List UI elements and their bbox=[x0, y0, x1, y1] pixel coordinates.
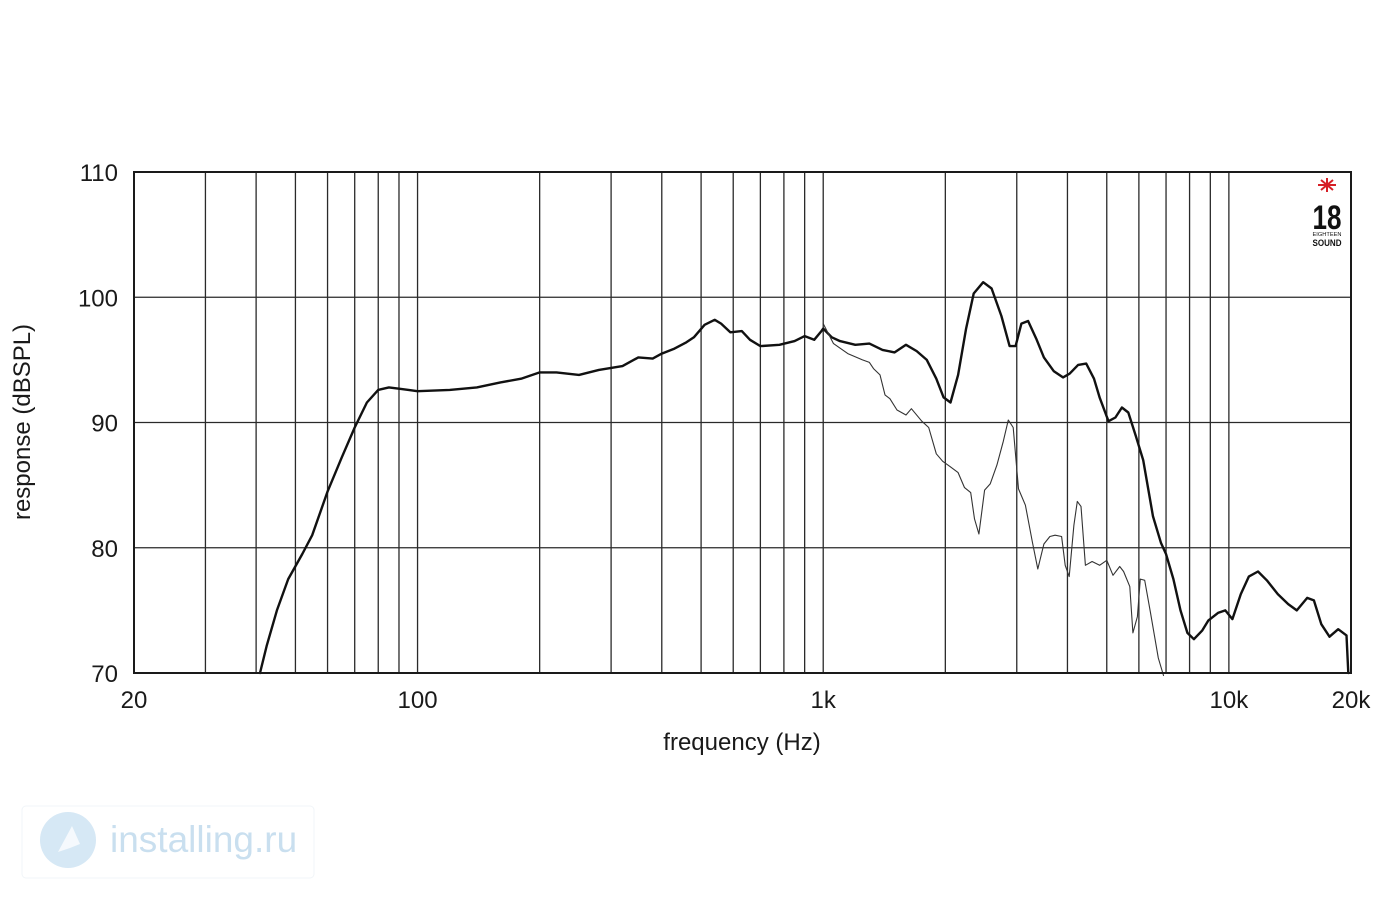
logo-subtitle-bottom: SOUND bbox=[1313, 238, 1342, 248]
watermark: installing.ru bbox=[21, 805, 315, 879]
plot-frame bbox=[133, 171, 1352, 674]
x-tick-label: 100 bbox=[398, 687, 438, 714]
plot-grid bbox=[134, 172, 1351, 673]
red-star-icon bbox=[1318, 178, 1336, 192]
y-tick-label: 110 bbox=[80, 160, 118, 187]
x-tick-label: 10k bbox=[1210, 687, 1250, 714]
x-tick-label: 20 bbox=[121, 687, 148, 714]
y-tick-label: 100 bbox=[78, 285, 118, 312]
y-tick-label: 80 bbox=[91, 536, 118, 563]
watermark-text: installing.ru bbox=[110, 819, 297, 860]
y-tick-label: 90 bbox=[91, 411, 118, 438]
eighteen-sound-logo: 18 EIGHTEEN SOUND bbox=[1313, 178, 1342, 248]
logo-number: 18 bbox=[1313, 199, 1342, 237]
x-tick-label: 1k bbox=[811, 687, 837, 714]
y-axis-label: response (dBSPL) bbox=[9, 324, 36, 520]
y-tick-label: 70 bbox=[91, 661, 118, 688]
watermark-leaf-icon bbox=[58, 826, 80, 852]
y-axis-ticks: 110 100 90 80 70 bbox=[78, 160, 118, 688]
series-line-main bbox=[258, 281, 1350, 675]
logo-subtitle-top: EIGHTEEN bbox=[1313, 232, 1342, 238]
x-axis-label: frequency (Hz) bbox=[663, 729, 820, 756]
x-axis-ticks: 20 100 1k 10k 20k bbox=[121, 687, 1372, 714]
x-tick-label: 20k bbox=[1332, 687, 1372, 714]
series-layer bbox=[258, 281, 1350, 677]
series-line-secondary bbox=[822, 323, 1165, 677]
